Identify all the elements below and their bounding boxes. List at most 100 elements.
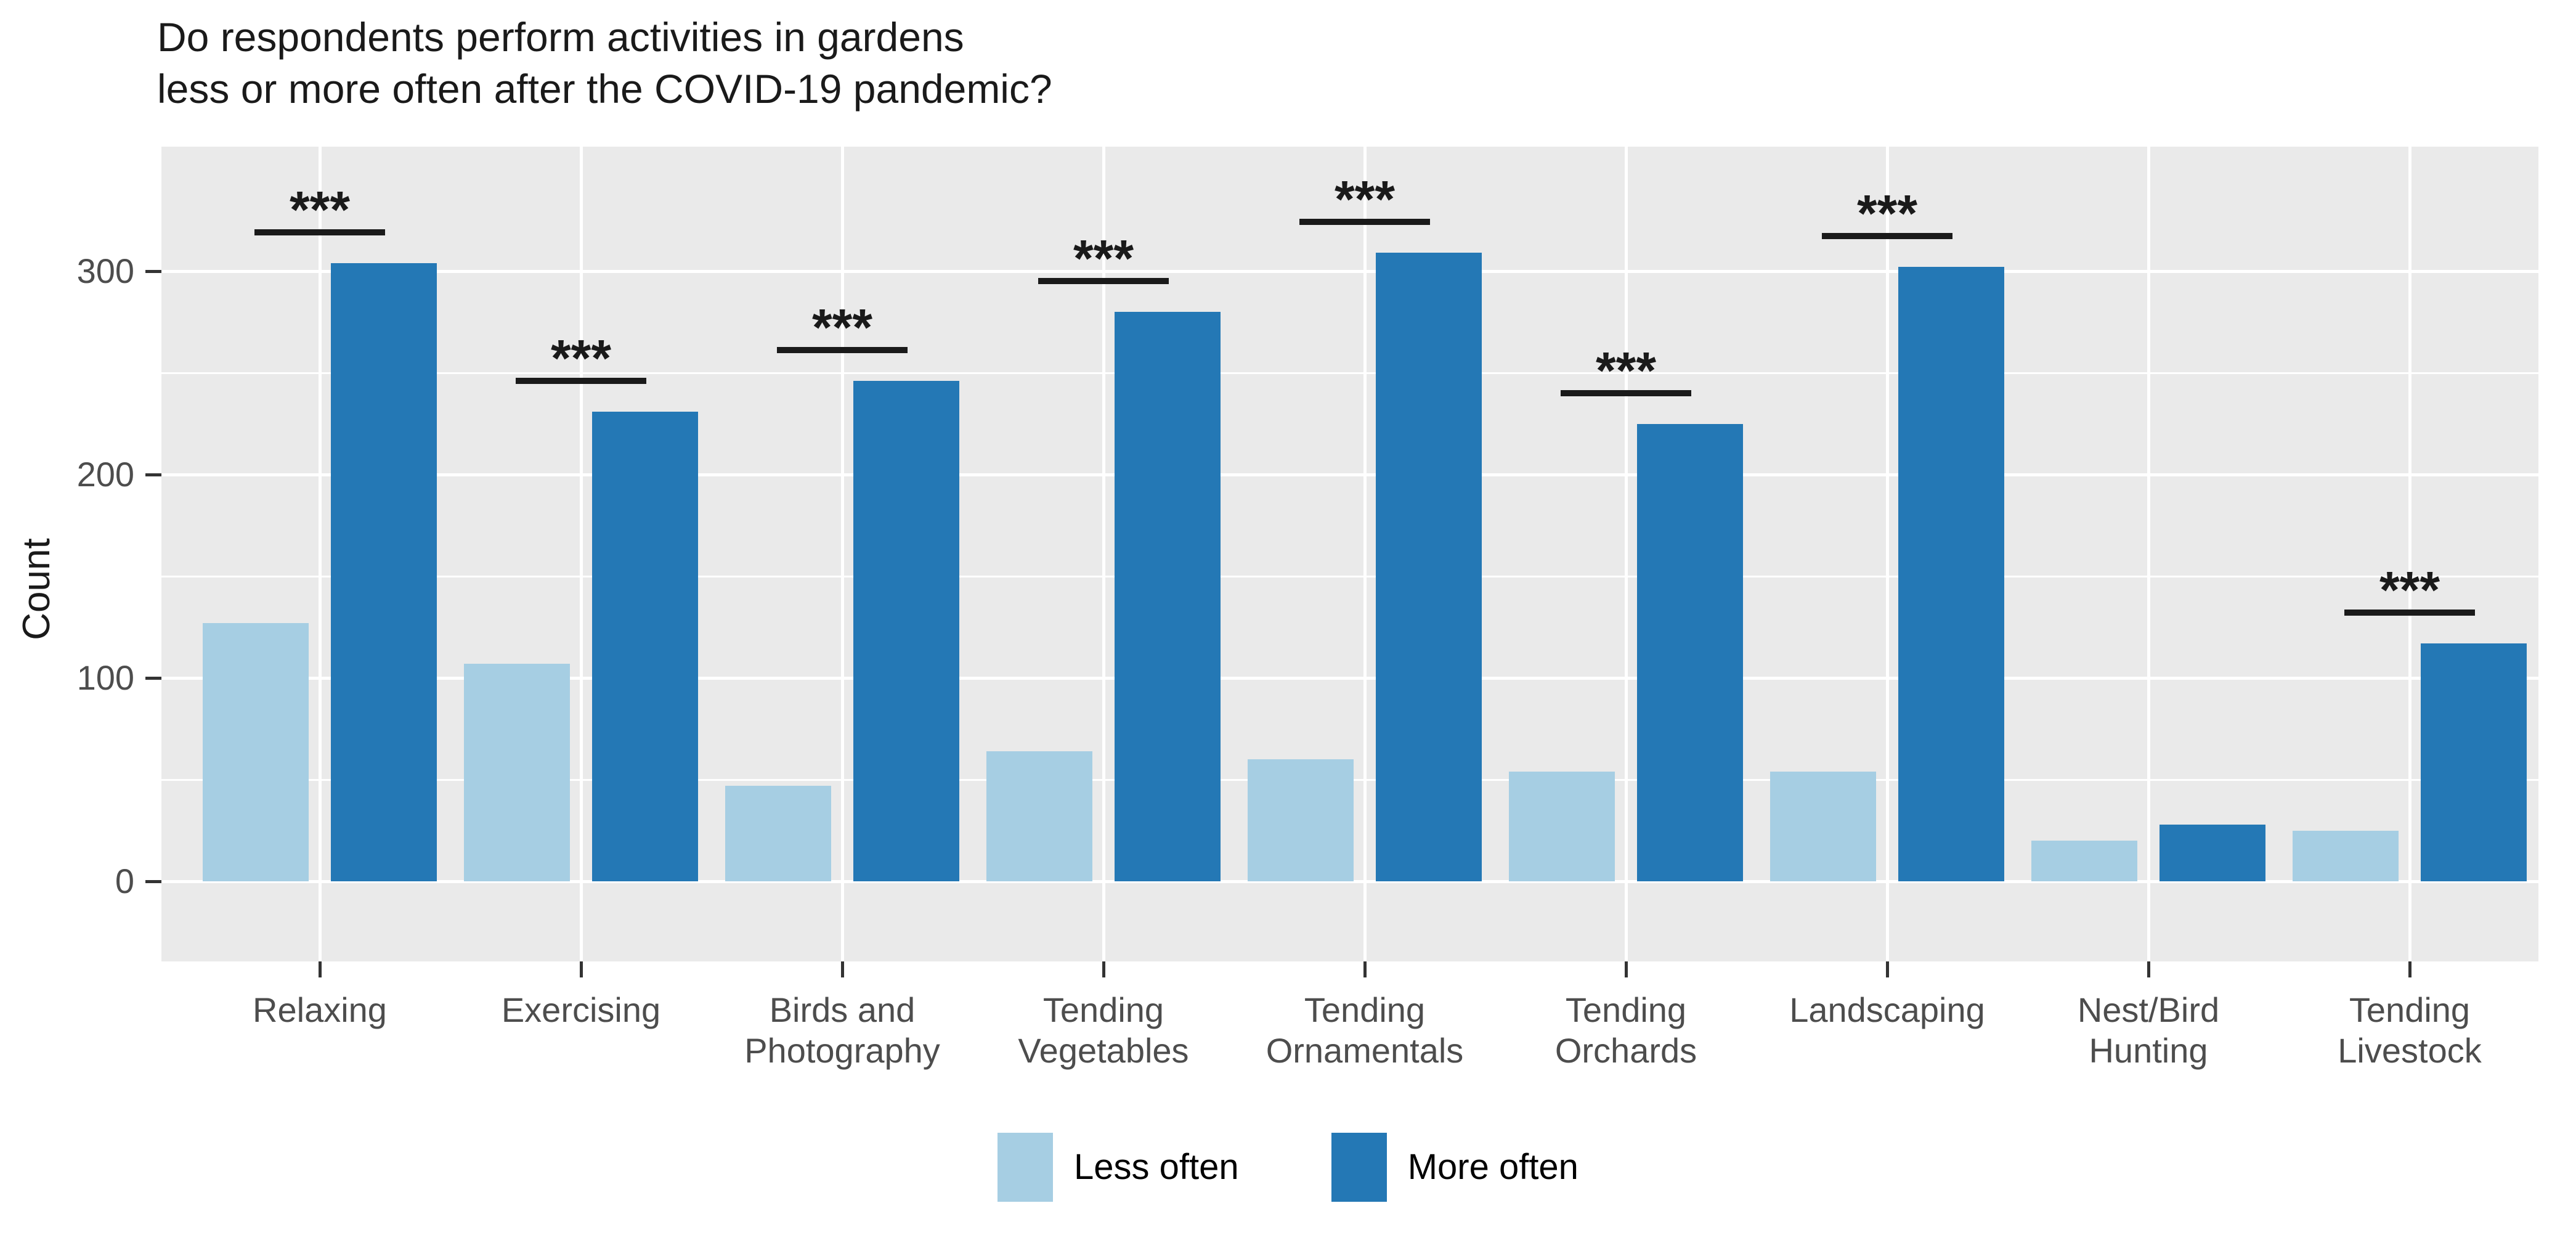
plot-panel: *** *** *** *** *** *** *** *** bbox=[161, 147, 2538, 961]
x-tick-label-line: Hunting bbox=[2089, 1031, 2208, 1070]
x-tick-label-line: Nest/Bird bbox=[2077, 990, 2220, 1029]
gridline-h-major-100 bbox=[161, 676, 2538, 680]
bar-less-often-birds-and-photography bbox=[725, 785, 831, 881]
bar-less-often-exercising bbox=[464, 663, 570, 881]
significance-stars-tending-vegetables: *** bbox=[1073, 229, 1134, 287]
x-tick-nest-bird-hunting bbox=[2147, 961, 2150, 977]
x-tick-label-line: Birds and bbox=[769, 990, 916, 1029]
bar-more-often-tending-vegetables bbox=[1115, 312, 1221, 881]
significance-line-tending-orchards bbox=[1561, 389, 1691, 396]
significance-line-tending-ornamentals bbox=[1299, 219, 1430, 226]
y-tick-100 bbox=[145, 676, 161, 680]
significance-line-relaxing bbox=[254, 229, 385, 235]
significance-stars-relaxing: *** bbox=[289, 180, 351, 239]
bar-less-often-landscaping bbox=[1770, 771, 1876, 881]
significance-stars-tending-livestock: *** bbox=[2379, 560, 2440, 619]
x-tick-tending-ornamentals bbox=[1363, 961, 1367, 977]
x-tick-label-tending-vegetables: Tending Vegetables bbox=[974, 990, 1233, 1071]
legend-item-less-often: Less often bbox=[997, 1133, 1239, 1202]
chart-title-line-2: less or more often after the COVID-19 pa… bbox=[157, 66, 1052, 112]
y-tick-label-0: 0 bbox=[115, 862, 134, 900]
legend-swatch-more-often bbox=[1331, 1133, 1387, 1202]
x-tick-label-exercising: Exercising bbox=[452, 990, 710, 1030]
significance-line-tending-livestock bbox=[2344, 609, 2475, 616]
x-tick-birds-and-photography bbox=[840, 961, 844, 977]
x-tick-label-relaxing: Relaxing bbox=[190, 990, 449, 1030]
y-tick-label-100: 100 bbox=[76, 658, 134, 697]
chart-title-line-1: Do respondents perform activities in gar… bbox=[157, 14, 964, 60]
gridline-h-minor-150 bbox=[161, 575, 2538, 577]
gridline-h-minor-250 bbox=[161, 372, 2538, 374]
gridline-v-exercising bbox=[579, 147, 583, 961]
y-tick-200 bbox=[145, 473, 161, 476]
x-tick-label-line: Ornamentals bbox=[1266, 1031, 1464, 1070]
x-tick-tending-livestock bbox=[2408, 961, 2411, 977]
x-tick-tending-orchards bbox=[1624, 961, 1628, 977]
x-tick-label-line: Exercising bbox=[501, 990, 661, 1029]
significance-line-tending-vegetables bbox=[1038, 278, 1169, 284]
bar-more-often-exercising bbox=[592, 411, 698, 881]
x-tick-label-line: Photography bbox=[744, 1031, 940, 1070]
significance-line-exercising bbox=[516, 377, 646, 384]
gridline-v-landscaping bbox=[1885, 147, 1889, 961]
gridline-v-birds-and-photography bbox=[840, 147, 844, 961]
gridline-v-relaxing bbox=[318, 147, 322, 961]
x-tick-label-tending-livestock: Tending Livestock bbox=[2280, 990, 2539, 1071]
bar-more-often-relaxing bbox=[331, 263, 437, 881]
x-tick-relaxing bbox=[318, 961, 322, 977]
bar-less-often-tending-vegetables bbox=[986, 751, 1092, 881]
y-tick-label-300: 300 bbox=[76, 251, 134, 290]
significance-stars-tending-orchards: *** bbox=[1595, 341, 1657, 399]
bar-more-often-tending-livestock bbox=[2421, 643, 2527, 881]
significance-stars-landscaping: *** bbox=[1856, 184, 1918, 243]
chart-title: Do respondents perform activities in gar… bbox=[157, 11, 1052, 115]
bar-more-often-tending-orchards bbox=[1637, 423, 1743, 881]
significance-line-birds-and-photography bbox=[777, 347, 908, 354]
x-tick-label-line: Tending bbox=[1304, 990, 1426, 1029]
x-tick-label-line: Livestock bbox=[2338, 1031, 2482, 1070]
legend: Less often More often bbox=[0, 1133, 2576, 1202]
x-tick-label-line: Relaxing bbox=[253, 990, 387, 1029]
significance-stars-exercising: *** bbox=[550, 328, 612, 387]
significance-stars-tending-ornamentals: *** bbox=[1334, 170, 1396, 229]
bar-more-often-landscaping bbox=[1898, 267, 2004, 881]
bar-more-often-birds-and-photography bbox=[853, 381, 959, 881]
x-tick-label-line: Landscaping bbox=[1789, 990, 1985, 1029]
gridline-v-tending-livestock bbox=[2408, 147, 2411, 961]
bar-more-often-tending-ornamentals bbox=[1376, 253, 1482, 881]
bar-less-often-nest-bird-hunting bbox=[2031, 841, 2137, 881]
bar-less-often-tending-livestock bbox=[2293, 830, 2399, 881]
x-tick-label-birds-and-photography: Birds and Photography bbox=[713, 990, 972, 1071]
gridline-v-tending-vegetables bbox=[1102, 147, 1105, 961]
x-tick-tending-vegetables bbox=[1102, 961, 1105, 977]
x-tick-label-line: Tending bbox=[1565, 990, 1687, 1029]
gridline-v-tending-ornamentals bbox=[1363, 147, 1367, 961]
bar-less-often-tending-ornamentals bbox=[1248, 759, 1354, 881]
gridline-h-major-0 bbox=[161, 879, 2538, 883]
x-tick-label-line: Tending bbox=[2349, 990, 2471, 1029]
x-tick-label-line: Tending bbox=[1042, 990, 1164, 1029]
x-tick-exercising bbox=[579, 961, 583, 977]
significance-line-landscaping bbox=[1822, 233, 1952, 240]
x-tick-label-tending-orchards: Tending Orchards bbox=[1497, 990, 1755, 1071]
gridline-h-major-200 bbox=[161, 473, 2538, 476]
x-tick-label-line: Orchards bbox=[1554, 1031, 1697, 1070]
bar-less-often-relaxing bbox=[203, 622, 309, 881]
legend-label-less-often: Less often bbox=[1074, 1147, 1239, 1187]
x-tick-label-landscaping: Landscaping bbox=[1758, 990, 2017, 1030]
x-tick-landscaping bbox=[1885, 961, 1889, 977]
gridline-v-tending-orchards bbox=[1624, 147, 1628, 961]
gridline-v-nest-bird-hunting bbox=[2147, 147, 2150, 961]
y-tick-0 bbox=[145, 879, 161, 883]
y-tick-300 bbox=[145, 269, 161, 273]
bar-less-often-tending-orchards bbox=[1509, 771, 1615, 881]
x-tick-label-line: Vegetables bbox=[1018, 1031, 1189, 1070]
y-tick-label-200: 200 bbox=[76, 455, 134, 494]
bar-more-often-nest-bird-hunting bbox=[2160, 824, 2265, 881]
gridline-h-major-300 bbox=[161, 269, 2538, 273]
x-tick-label-nest-bird-hunting: Nest/Bird Hunting bbox=[2019, 990, 2278, 1071]
legend-swatch-less-often bbox=[997, 1133, 1054, 1202]
significance-stars-birds-and-photography: *** bbox=[811, 298, 873, 357]
legend-label-more-often: More often bbox=[1407, 1147, 1579, 1187]
